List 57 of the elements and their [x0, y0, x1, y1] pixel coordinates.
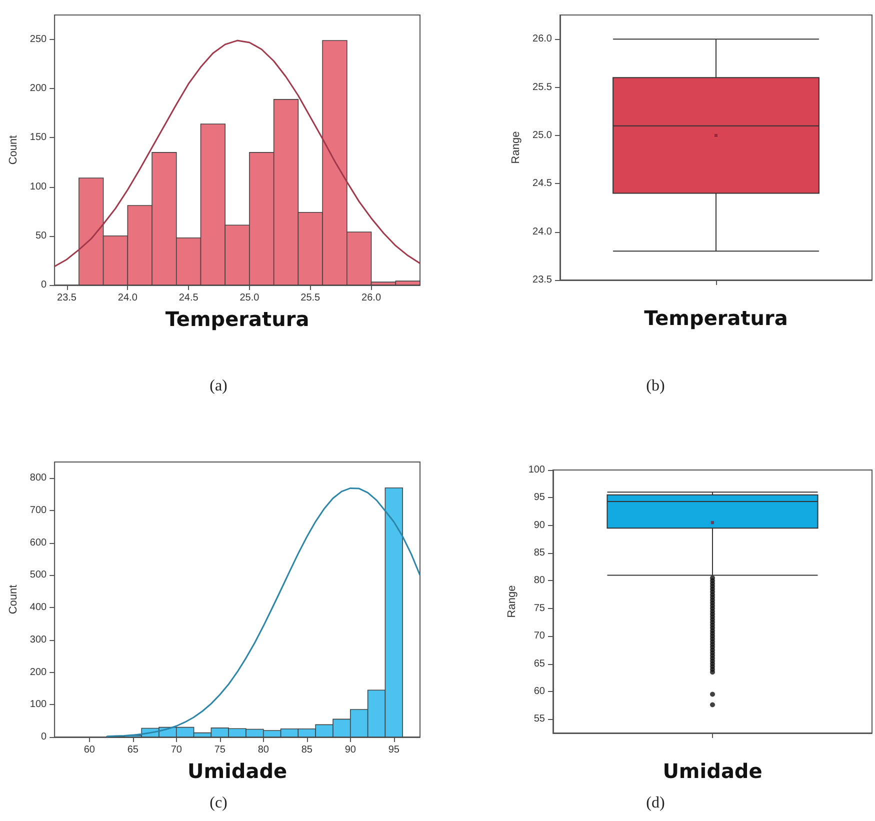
x-tick-label: 25.5	[300, 292, 321, 304]
y-axis-title: Range	[506, 585, 518, 618]
text: (d)	[646, 794, 665, 812]
x-axis-title: Temperatura	[644, 306, 788, 330]
y-tick-label: 300	[30, 634, 48, 646]
y-tick-label: 800	[30, 472, 48, 484]
y-tick-label: 24.5	[532, 178, 552, 190]
x-tick-label: 60	[84, 744, 96, 756]
y-tick-label: 100	[30, 699, 48, 710]
y-tick-label: 400	[30, 602, 48, 614]
y-tick-label: 25.5	[532, 82, 552, 93]
y-axis-title: Count	[8, 584, 20, 614]
y-tick-label: 95	[534, 492, 546, 504]
y-tick-label: 0	[41, 280, 48, 290]
y-axis-title: Count	[8, 135, 20, 165]
y-tick-label: 75	[534, 602, 546, 614]
x-axis-title: Umidade	[187, 759, 288, 783]
y-tick-label: 90	[534, 520, 546, 531]
y-tick-label: 55	[534, 714, 546, 725]
x-tick-label: 65	[127, 744, 139, 756]
y-tick-label: 100	[30, 181, 48, 192]
y-tick-label: 200	[30, 666, 48, 678]
x-tick-label: 26.0	[362, 292, 382, 304]
y-tick-label: 50	[35, 230, 48, 242]
y-tick-label: 60	[534, 686, 546, 697]
x-tick-label: 24.5	[178, 292, 199, 304]
x-tick-label: 90	[344, 744, 356, 756]
y-tick-label: 25.0	[532, 130, 552, 141]
y-tick-label: 100	[528, 464, 546, 476]
x-tick-label: 25.0	[240, 292, 260, 304]
x-tick-label: 95	[388, 744, 400, 756]
x-tick-label: 23.5	[57, 292, 77, 304]
y-tick-label: 600	[30, 537, 48, 548]
y-tick-label: 65	[534, 658, 546, 670]
x-axis-title: Temperatura	[165, 307, 310, 331]
y-tick-label: 250	[30, 34, 48, 46]
x-tick-label: 70	[170, 744, 182, 756]
y-tick-label: 700	[30, 505, 48, 516]
text: (c)	[210, 794, 228, 812]
x-tick-label: 24.0	[118, 292, 138, 304]
y-tick-label: 85	[534, 548, 546, 559]
y-tick-label: 24.0	[532, 226, 552, 238]
y-tick-label: 0	[41, 732, 48, 742]
y-tick-label: 80	[534, 575, 546, 586]
y-tick-label: 23.5	[532, 274, 552, 286]
x-axis-title: Umidade	[662, 759, 762, 783]
x-tick-label: 80	[258, 744, 270, 756]
y-tick-label: 200	[30, 83, 48, 94]
y-axis-title: Range	[510, 131, 522, 164]
x-tick-label: 85	[301, 744, 313, 756]
y-tick-label: 500	[30, 570, 48, 581]
y-tick-label: 150	[30, 132, 48, 144]
text: (a)	[210, 378, 228, 394]
x-tick-label: 75	[214, 744, 226, 756]
y-tick-label: 26.0	[532, 34, 552, 45]
y-tick-label: 70	[534, 630, 546, 642]
text: (b)	[646, 378, 665, 394]
